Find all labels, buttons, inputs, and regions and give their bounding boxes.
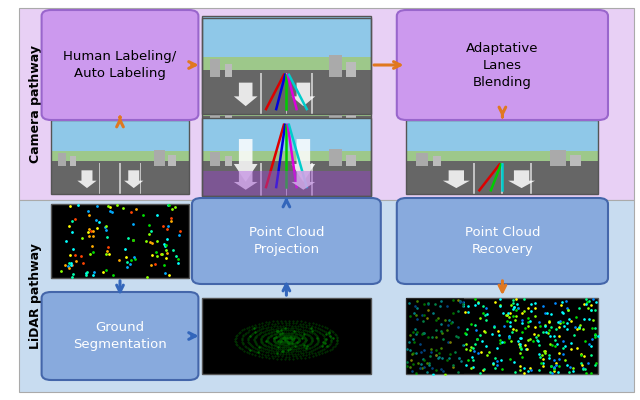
Bar [154,150,165,166]
Bar [225,156,232,166]
FancyBboxPatch shape [42,292,198,380]
Text: Camera pathway: Camera pathway [29,45,42,163]
Bar [311,163,313,196]
Bar [406,120,598,194]
Bar [202,118,371,196]
Bar [202,18,371,196]
Bar [531,163,532,194]
Bar [473,163,475,194]
Text: Point Cloud
Projection: Point Cloud Projection [249,226,324,256]
Polygon shape [234,83,257,106]
Text: LiDAR pathway: LiDAR pathway [29,243,42,349]
Bar [406,161,598,194]
Bar [210,152,220,166]
Polygon shape [234,171,257,190]
Bar [51,120,189,163]
Polygon shape [443,170,470,188]
Bar [311,121,313,196]
Bar [210,96,220,128]
FancyBboxPatch shape [42,10,198,120]
Bar [285,73,287,114]
FancyBboxPatch shape [397,10,608,120]
Bar [502,163,504,194]
Bar [99,163,100,194]
Bar [202,18,371,121]
Bar [202,93,371,128]
Bar [406,120,598,163]
Bar [140,163,141,194]
Bar [329,149,342,166]
Bar [416,152,428,166]
Bar [406,298,464,374]
Bar [311,73,313,114]
Bar [550,150,566,166]
Bar [202,16,371,73]
Bar [433,156,441,166]
Bar [202,116,371,196]
Bar [51,161,189,194]
Bar [406,151,598,166]
Polygon shape [234,139,257,182]
FancyBboxPatch shape [192,198,381,284]
Bar [51,151,189,166]
Bar [225,105,232,128]
Text: Ground
Segmentation: Ground Segmentation [73,321,167,351]
Bar [210,59,220,77]
Polygon shape [291,171,316,190]
FancyBboxPatch shape [19,8,634,200]
Polygon shape [77,170,97,188]
Polygon shape [124,170,143,188]
Bar [168,155,177,166]
Bar [285,163,287,196]
Bar [119,163,121,194]
FancyBboxPatch shape [397,198,608,284]
Bar [329,55,342,77]
Bar [329,89,342,128]
Bar [202,16,371,114]
Bar [285,121,287,196]
Bar [260,163,262,196]
FancyBboxPatch shape [19,200,634,392]
Polygon shape [291,139,316,182]
Bar [346,102,356,128]
Bar [202,171,371,196]
Polygon shape [291,83,316,106]
Bar [202,57,371,77]
Bar [406,298,598,374]
Bar [51,120,189,194]
Bar [202,118,371,163]
Polygon shape [508,170,535,188]
Bar [202,298,371,374]
Text: Point Cloud
Recovery: Point Cloud Recovery [465,226,540,256]
Bar [570,155,581,166]
Bar [260,121,262,196]
Bar [70,156,76,166]
Bar [51,204,189,278]
Bar [202,161,371,196]
Bar [58,152,67,166]
Text: Human Labeling/
Auto Labeling: Human Labeling/ Auto Labeling [63,50,177,80]
Text: Adaptative
Lanes
Blending: Adaptative Lanes Blending [466,42,539,88]
Bar [346,62,356,77]
Bar [202,151,371,166]
Bar [225,64,232,77]
Bar [260,73,262,114]
Bar [202,70,371,114]
Bar [346,155,356,166]
